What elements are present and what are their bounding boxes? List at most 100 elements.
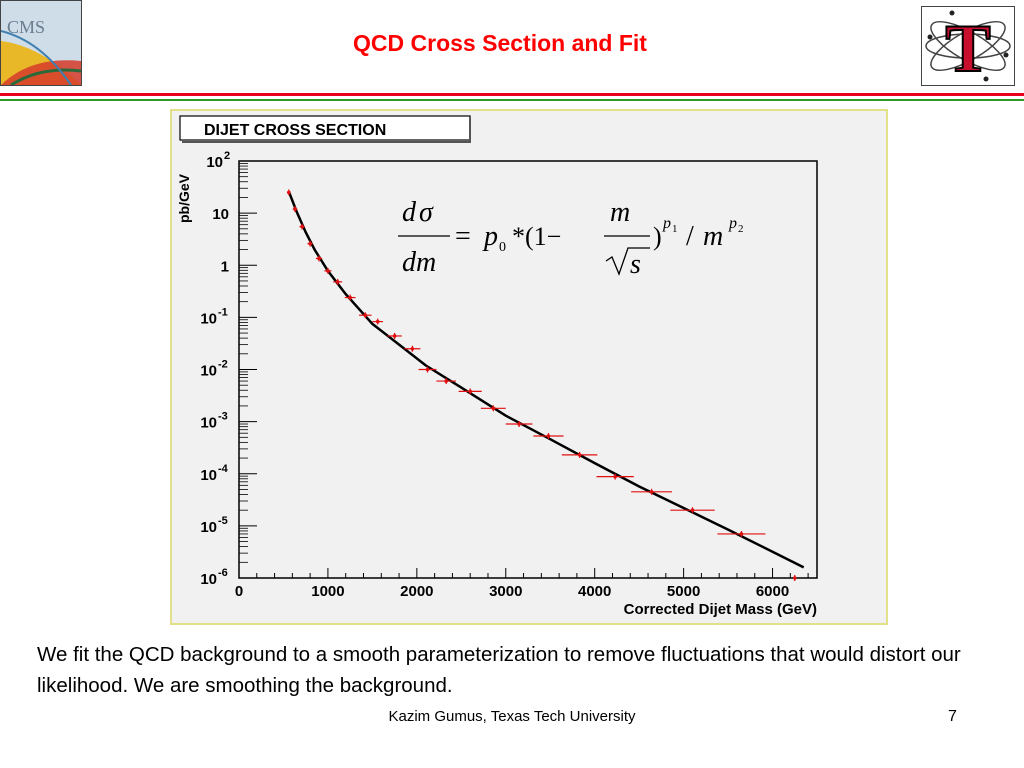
data-point bbox=[359, 312, 372, 319]
data-point bbox=[480, 405, 506, 412]
fit-curve bbox=[287, 191, 805, 569]
data-marker bbox=[491, 406, 496, 411]
svg-text:/: / bbox=[686, 221, 694, 252]
data-point bbox=[670, 507, 715, 514]
y-axis-label: pb/GeV bbox=[176, 173, 192, 223]
svg-text:): ) bbox=[653, 222, 662, 251]
y-tick-exponent: -5 bbox=[218, 515, 228, 527]
data-marker bbox=[308, 241, 312, 246]
data-point bbox=[299, 223, 305, 230]
y-tick-base: 1 bbox=[221, 258, 229, 275]
y-tick-exponent: -3 bbox=[218, 411, 228, 423]
svg-text:p: p bbox=[482, 221, 498, 252]
data-point bbox=[292, 205, 298, 212]
y-tick-base: 10 bbox=[200, 519, 217, 536]
y-tick-label: 10 -4 bbox=[200, 463, 228, 484]
data-marker bbox=[444, 379, 448, 383]
footer-author: Kazim Gumus, Texas Tech University bbox=[388, 708, 636, 725]
x-tick-label: 3000 bbox=[489, 583, 522, 600]
data-point bbox=[505, 421, 533, 428]
svg-text:p: p bbox=[728, 215, 737, 232]
y-tick-exponent: -6 bbox=[218, 567, 228, 579]
data-point bbox=[333, 278, 343, 285]
data-point bbox=[458, 388, 482, 395]
y-tick-label: 10 bbox=[212, 206, 229, 223]
data-marker bbox=[300, 224, 304, 229]
y-tick-label: 10 2 bbox=[206, 150, 230, 171]
svg-text:*(1−: *(1− bbox=[512, 222, 561, 251]
data-marker bbox=[286, 190, 291, 195]
svg-text:1: 1 bbox=[672, 223, 678, 235]
data-marker bbox=[739, 532, 744, 536]
data-point bbox=[344, 294, 356, 301]
data-marker bbox=[293, 207, 297, 211]
title-divider-green bbox=[0, 99, 1024, 101]
texas-tech-logo: T bbox=[921, 6, 1015, 87]
data-point bbox=[324, 267, 332, 274]
cross-section-chart: DIJET CROSS SECTION pb/GeV Corrected Dij… bbox=[176, 115, 818, 618]
x-tick-label: 5000 bbox=[667, 583, 700, 600]
y-tick-base: 10 bbox=[200, 467, 217, 484]
x-tick-label: 1000 bbox=[311, 583, 344, 600]
cms-logo: CMS bbox=[0, 0, 82, 86]
data-marker bbox=[363, 313, 368, 318]
data-marker bbox=[792, 576, 797, 580]
data-point bbox=[307, 240, 313, 247]
y-tick-base: 10 bbox=[212, 206, 229, 223]
data-point bbox=[533, 432, 564, 439]
data-marker bbox=[410, 346, 415, 351]
svg-text:0: 0 bbox=[499, 240, 506, 255]
data-marker bbox=[649, 490, 654, 494]
y-tick-base: 10 bbox=[200, 571, 217, 588]
y-tick-label: 10 -2 bbox=[200, 359, 227, 380]
chart-title-shadow bbox=[182, 118, 471, 143]
y-tick-label: 1 bbox=[221, 258, 229, 275]
chart-title-box bbox=[179, 115, 471, 141]
svg-text:2: 2 bbox=[738, 223, 744, 235]
svg-text:=: = bbox=[455, 221, 471, 252]
x-tick-label: 0 bbox=[235, 583, 243, 600]
y-tick-label: 10 -6 bbox=[200, 567, 227, 588]
x-axis-label: Corrected Dijet Mass (GeV) bbox=[624, 601, 817, 618]
svg-text:s: s bbox=[630, 249, 641, 280]
data-point bbox=[631, 488, 673, 495]
data-marker bbox=[348, 295, 352, 300]
data-point bbox=[561, 451, 598, 458]
slide-title: QCD Cross Section and Fit bbox=[353, 30, 647, 56]
svg-text:p: p bbox=[662, 215, 671, 232]
y-tick-label: 10 -1 bbox=[200, 306, 227, 327]
svg-text:m: m bbox=[703, 221, 723, 252]
data-point bbox=[404, 345, 421, 352]
data-marker bbox=[690, 508, 695, 512]
y-tick-label: 10 -5 bbox=[200, 515, 227, 536]
data-point bbox=[418, 366, 437, 373]
title-divider-red bbox=[0, 93, 1024, 96]
y-tick-base: 10 bbox=[206, 154, 223, 171]
data-marker bbox=[335, 280, 340, 284]
slide-body-text: We fit the QCD background to a smooth pa… bbox=[37, 643, 961, 697]
data-point bbox=[286, 189, 291, 196]
data-point bbox=[596, 473, 634, 480]
y-tick-base: 10 bbox=[200, 363, 217, 380]
x-tick-label: 2000 bbox=[400, 583, 433, 600]
data-marker bbox=[517, 422, 521, 426]
svg-text:σ: σ bbox=[419, 197, 434, 228]
svg-text:d: d bbox=[402, 197, 417, 228]
data-point bbox=[436, 378, 456, 385]
data-marker bbox=[613, 474, 617, 479]
data-marker bbox=[425, 367, 430, 372]
y-tick-exponent: -1 bbox=[218, 306, 228, 318]
data-marker bbox=[577, 453, 582, 457]
cross-section-figure: DIJET CROSS SECTION pb/GeV Corrected Dij… bbox=[170, 109, 888, 625]
data-marker bbox=[326, 269, 330, 273]
y-tick-exponent: 2 bbox=[224, 150, 230, 162]
page-number: 7 bbox=[948, 708, 957, 725]
data-marker bbox=[546, 434, 551, 438]
data-point bbox=[792, 575, 797, 581]
chart-title: DIJET CROSS SECTION bbox=[204, 122, 386, 139]
data-point bbox=[315, 255, 323, 262]
svg-text:dm: dm bbox=[402, 247, 436, 278]
x-tick-label: 6000 bbox=[756, 583, 789, 600]
svg-text:m: m bbox=[610, 197, 630, 228]
